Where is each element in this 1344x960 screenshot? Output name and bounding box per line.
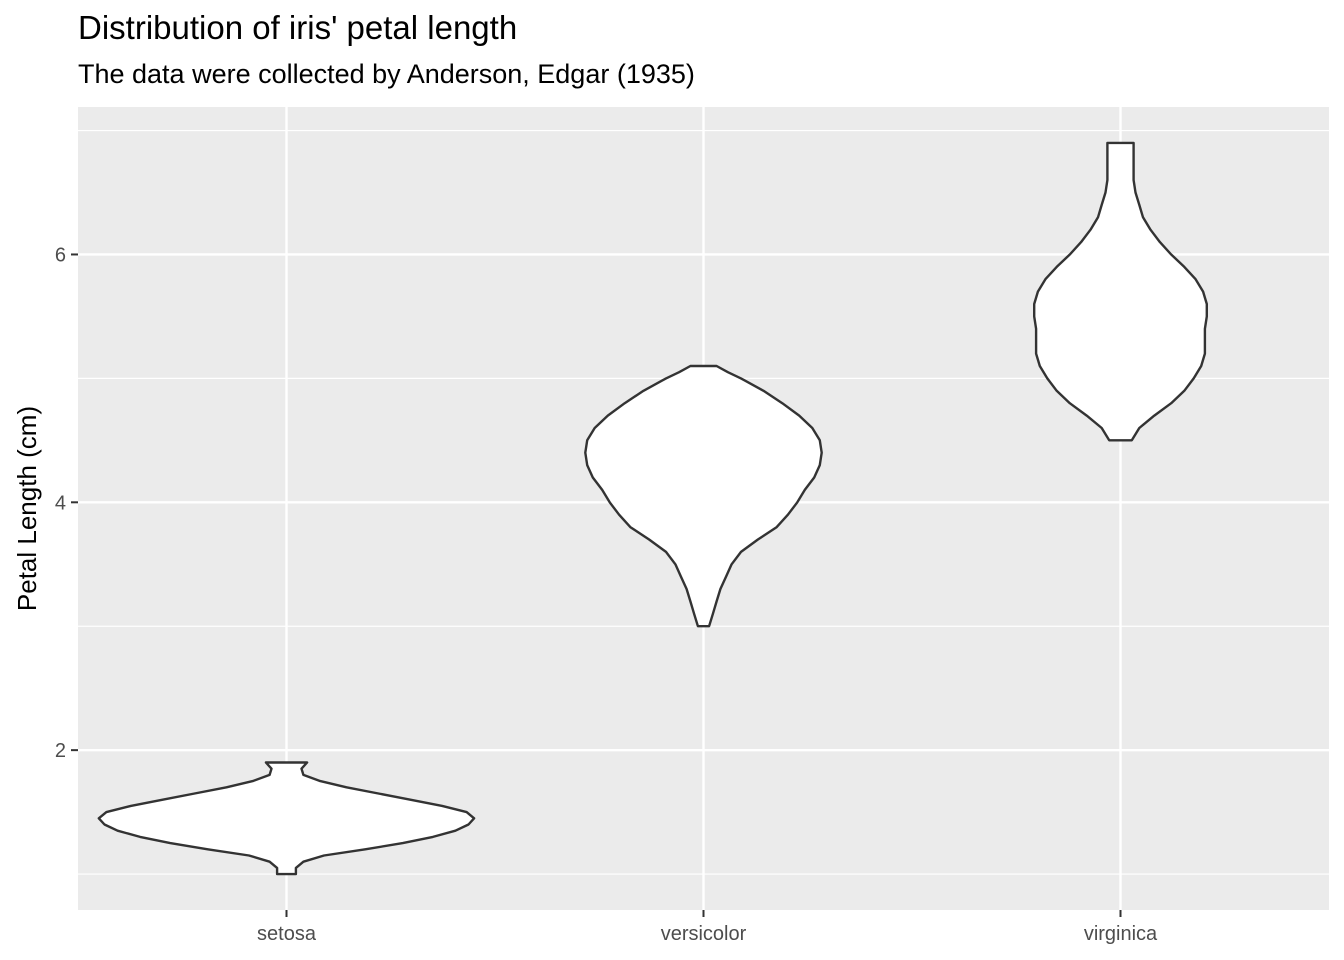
violin-setosa bbox=[97, 761, 476, 876]
y-axis: 2 4 6 bbox=[55, 244, 78, 762]
y-tick-label: 2 bbox=[55, 740, 66, 762]
y-axis-title: Petal Length (cm) bbox=[12, 406, 42, 611]
chart-subtitle: The data were collected by Anderson, Edg… bbox=[78, 59, 695, 89]
violin-versicolor bbox=[584, 364, 823, 628]
violin-virginica bbox=[1033, 141, 1208, 442]
x-tick-label: setosa bbox=[257, 923, 317, 945]
chart-title: Distribution of iris' petal length bbox=[78, 9, 518, 46]
y-tick-label: 6 bbox=[55, 244, 66, 266]
x-axis: setosa versicolor virginica bbox=[257, 910, 1158, 945]
y-tick-label: 4 bbox=[55, 492, 66, 514]
x-tick-label: virginica bbox=[1084, 923, 1158, 945]
violin-layer bbox=[97, 141, 1208, 876]
x-tick-label: versicolor bbox=[661, 923, 747, 945]
